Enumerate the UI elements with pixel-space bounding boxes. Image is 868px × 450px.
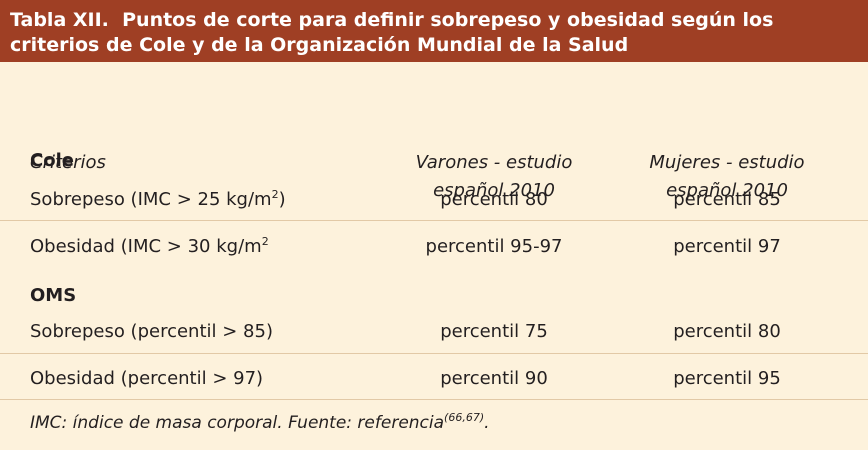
column-header-varones: Varones - estudio español 2010 — [415, 152, 573, 201]
table-label: Tabla XII. — [10, 9, 109, 31]
men-cell: percentil 90 — [440, 368, 548, 389]
men-cell: percentil 80 — [440, 189, 548, 210]
footnote-refs: (66,67) — [444, 411, 485, 424]
criterion-suffix: ) — [278, 189, 286, 210]
table-row: Sobrepeso (IMC > 25 kg/m2) percentil 80 … — [0, 180, 868, 220]
table-title-text: Puntos de corte para definir sobrepeso y… — [10, 9, 774, 56]
row-divider — [0, 399, 868, 400]
criterion-cell: Sobrepeso (percentil > 85) — [30, 321, 273, 342]
superscript: 2 — [271, 188, 279, 201]
criterion-cell: Obesidad (percentil > 97) — [30, 368, 264, 389]
criterion-text: Sobrepeso (IMC > 25 kg/m — [30, 189, 272, 210]
footnote-text: IMC: índice de masa corporal. Fuente: re… — [30, 413, 445, 433]
women-cell: percentil 95 — [673, 368, 781, 389]
women-cell: percentil 80 — [673, 321, 781, 342]
table-row: Sobrepeso (percentil > 85) percentil 75 … — [0, 312, 868, 352]
footnote: IMC: índice de masa corporal. Fuente: re… — [30, 410, 490, 436]
table-row: Obesidad (IMC > 30 kg/m2 percentil 95-97… — [0, 227, 868, 267]
table-title: Tabla XII. Puntos de corte para definir … — [0, 0, 868, 62]
section-oms: OMS — [30, 285, 77, 306]
men-cell: percentil 95-97 — [425, 236, 563, 257]
row-divider — [0, 220, 868, 221]
criterion-cell: Sobrepeso (IMC > 25 kg/m2) — [30, 180, 286, 220]
table-row: Obesidad (percentil > 97) percentil 90 p… — [0, 359, 868, 399]
men-cell: percentil 75 — [440, 321, 548, 342]
criterion-text: Obesidad (IMC > 30 kg/m — [30, 236, 262, 257]
women-cell: percentil 85 — [673, 189, 781, 210]
criterion-cell: Obesidad (IMC > 30 kg/m2 — [30, 227, 269, 267]
superscript: 2 — [261, 235, 269, 248]
section-cole: Cole — [30, 150, 74, 171]
women-cell: percentil 97 — [673, 236, 781, 257]
row-divider — [0, 353, 868, 354]
column-header-mujeres: Mujeres - estudio español 2010 — [649, 152, 805, 201]
footnote-end: . — [484, 413, 490, 433]
column-header-criterios: Criterios — [30, 152, 106, 173]
